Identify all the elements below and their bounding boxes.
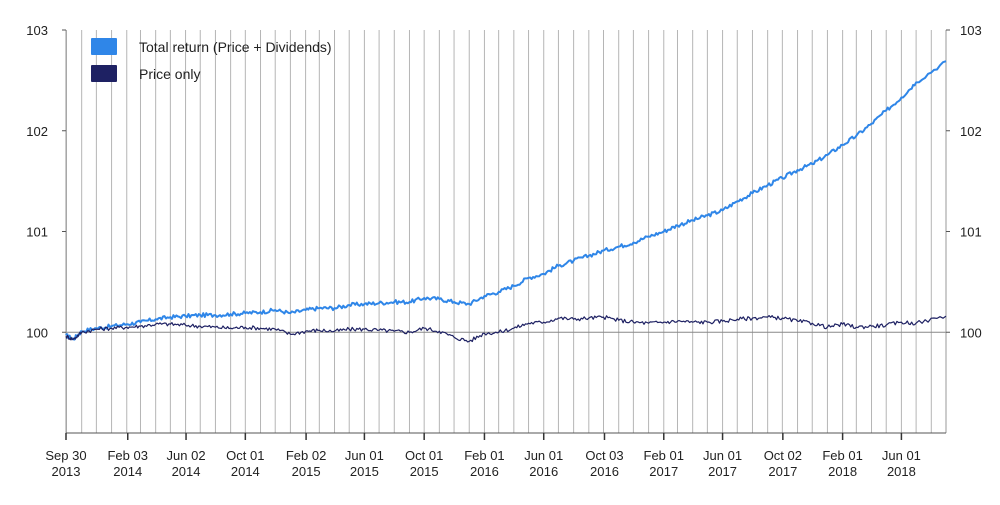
x-tick-label-date: Jun 02 [167,448,206,463]
legend-label: Price only [139,66,200,82]
x-tick-label-year: 2016 [590,464,619,479]
x-tick-label-date: Feb 01 [822,448,862,463]
y-tick-label-right: 101 [960,225,982,240]
x-tick-label-date: Oct 01 [226,448,264,463]
x-tick-label-year: 2014 [231,464,260,479]
x-tick-label-date: Jun 01 [524,448,563,463]
x-tick-label-date: Jun 01 [882,448,921,463]
x-tick-label-date: Feb 03 [107,448,147,463]
y-tick-label-right: 100 [960,325,982,340]
series-line-total-return [65,60,947,341]
legend-swatch [91,65,117,82]
y-tick-label-left: 103 [26,23,48,38]
x-tick-label-year: 2018 [828,464,857,479]
x-tick-label-date: Oct 02 [764,448,802,463]
series-line-price-only [65,315,947,343]
legend: Total return (Price + Dividends) Price on… [91,38,332,82]
series-lines [65,60,947,343]
x-tick-label-date: Feb 01 [644,448,684,463]
x-tick-label-year: 2017 [708,464,737,479]
y-tick-label-left: 101 [26,225,48,240]
legend-swatch [91,38,117,55]
x-tick-label-date: Feb 01 [464,448,504,463]
x-tick-label-year: 2017 [768,464,797,479]
x-tick-label-date: Jun 01 [703,448,742,463]
x-tick-label-year: 2016 [529,464,558,479]
x-tick-label-date: Sep 30 [45,448,86,463]
x-tick-label-date: Oct 01 [405,448,443,463]
x-tick-label-year: 2015 [292,464,321,479]
x-tick-label-year: 2015 [350,464,379,479]
x-tick-label-date: Jun 01 [345,448,384,463]
y-tick-label-right: 102 [960,124,982,139]
x-tick-label-year: 2014 [113,464,142,479]
x-tick-label-date: Oct 03 [585,448,623,463]
x-tick-label-year: 2016 [470,464,499,479]
x-tick-label-year: 2013 [52,464,81,479]
x-tick-label-date: Feb 02 [286,448,326,463]
y-tick-label-left: 100 [26,325,48,340]
x-tick-label-year: 2014 [172,464,201,479]
x-tick-label-year: 2015 [410,464,439,479]
y-tick-label-left: 102 [26,124,48,139]
y-tick-label-right: 103 [960,23,982,38]
x-tick-label-year: 2017 [649,464,678,479]
legend-label: Total return (Price + Dividends) [139,39,332,55]
x-tick-label-year: 2018 [887,464,916,479]
grid [65,30,946,433]
